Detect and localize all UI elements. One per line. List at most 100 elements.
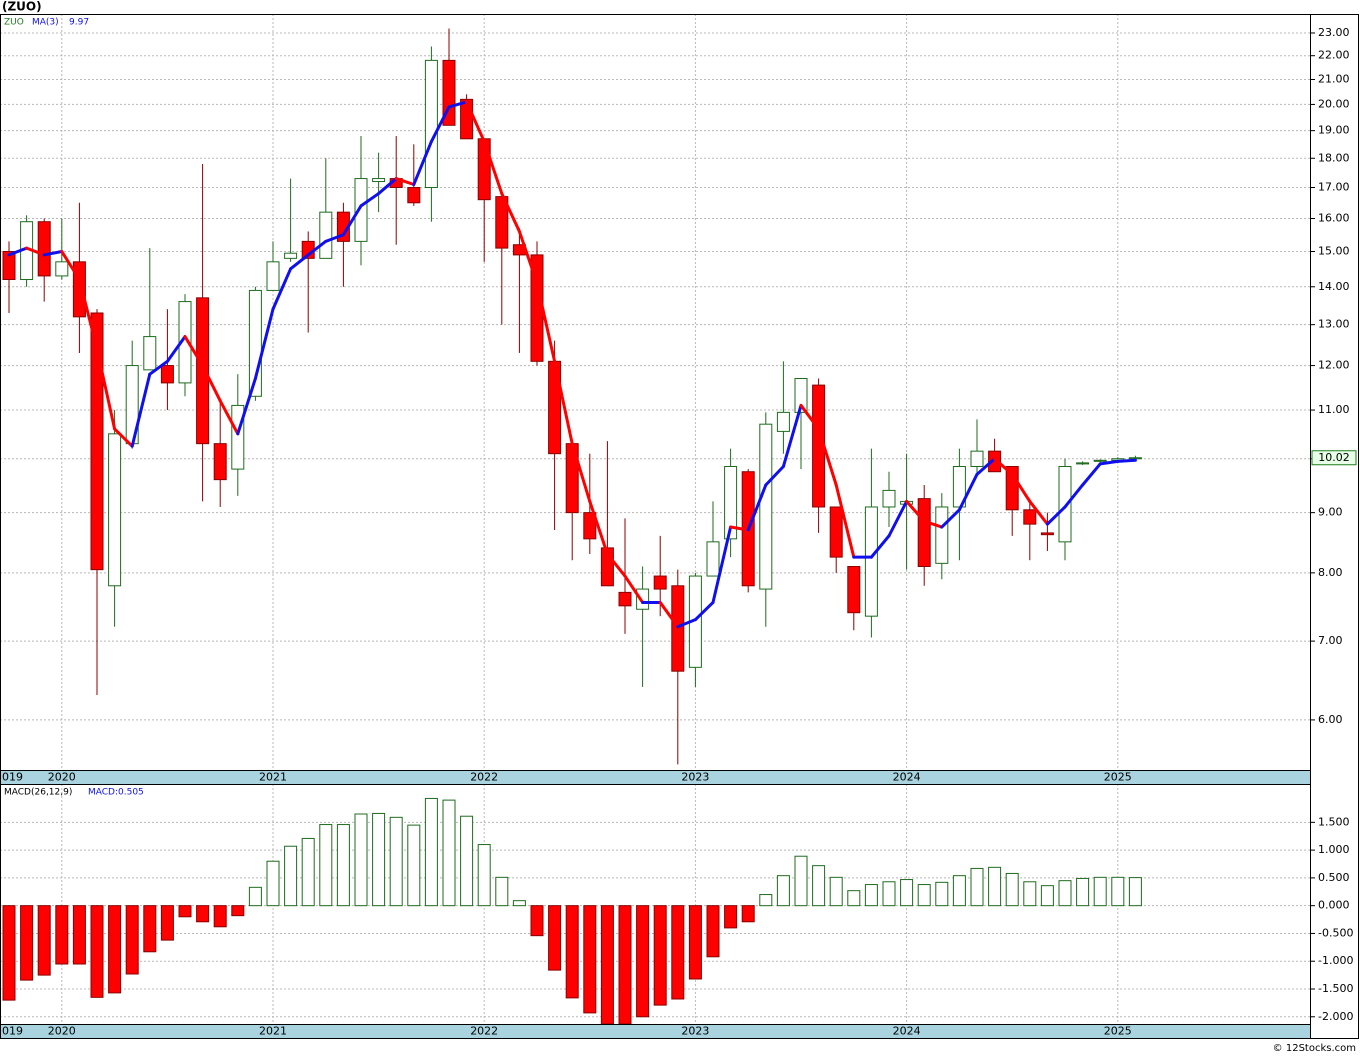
macd-bar — [1128, 877, 1142, 907]
macd-bar — [72, 905, 86, 965]
ma-line — [42, 249, 64, 257]
macd-bar — [776, 875, 790, 907]
ma-line — [465, 100, 486, 144]
ma-line — [165, 335, 187, 363]
legend-ma-value: 9.97 — [69, 18, 89, 28]
ma-line — [482, 140, 504, 196]
macd-bar — [653, 905, 667, 1006]
ma-line — [729, 525, 750, 532]
macd-bar — [882, 881, 896, 907]
x-tick-label: 2021 — [259, 1025, 287, 1038]
macd-bar — [196, 905, 210, 923]
macd-bar — [970, 867, 984, 907]
candle-body — [354, 178, 368, 242]
ma-line — [1045, 505, 1067, 526]
candle-body — [90, 312, 104, 571]
macd-bar — [37, 905, 51, 976]
macd-bar — [125, 905, 139, 975]
ma-line — [905, 499, 926, 523]
y-tick-label: 7.00 — [1318, 634, 1343, 647]
candle-body — [935, 506, 949, 564]
y-tick-label: 9.00 — [1318, 506, 1343, 519]
macd-bar — [424, 797, 438, 907]
ma-line — [95, 347, 117, 431]
macd-bar — [460, 815, 474, 907]
macd-bar — [671, 905, 685, 1000]
ma-line — [817, 427, 838, 487]
candle-body — [829, 506, 843, 558]
ma-line — [394, 177, 416, 187]
ma-line — [500, 192, 521, 233]
ma-line — [693, 600, 715, 622]
macd-bar — [1040, 885, 1054, 907]
ma-line — [588, 499, 609, 556]
candle-body — [1040, 532, 1054, 536]
macd-bar — [583, 905, 597, 1014]
ma-line — [781, 403, 803, 468]
macd-bar — [2, 905, 16, 1001]
ma-line — [570, 442, 592, 503]
macd-bar — [988, 866, 1002, 907]
y-tick-label: 0.000 — [1318, 899, 1350, 912]
x-tick-label: 2022 — [470, 771, 498, 784]
candle-body — [442, 59, 456, 126]
candle-body — [706, 541, 720, 577]
macd-bar — [829, 876, 843, 907]
y-tick-label: 1.000 — [1318, 843, 1350, 856]
candle-body — [1128, 457, 1142, 460]
candle-body — [37, 221, 51, 277]
macd-bar — [565, 905, 579, 999]
x-tick-label: 2022 — [470, 1025, 498, 1038]
ma-line — [130, 372, 152, 448]
macd-bar — [143, 905, 157, 953]
x-tick-label: 2019 — [0, 1025, 23, 1038]
y-tick-label: 22.00 — [1318, 49, 1350, 62]
ma-line — [869, 534, 891, 559]
macd-bar — [248, 886, 262, 907]
macd-bar — [336, 824, 350, 907]
y-tick-label: 20.00 — [1318, 97, 1350, 110]
ma-line — [25, 246, 46, 257]
ma-line — [447, 100, 469, 109]
y-tick-label: 16.00 — [1318, 212, 1350, 225]
y-tick-label: 21.00 — [1318, 72, 1350, 85]
candle-body — [847, 565, 861, 614]
macd-bar — [794, 855, 808, 907]
y-tick-label: 8.00 — [1318, 566, 1343, 579]
ma-line — [429, 105, 451, 144]
macd-bar — [319, 824, 333, 907]
last-price-box — [1311, 450, 1357, 466]
ma-line — [377, 177, 398, 196]
macd-bar — [1076, 877, 1090, 907]
macd-bar — [900, 879, 914, 907]
candle-body — [1058, 465, 1072, 543]
ma-line — [993, 457, 1014, 476]
candle-body — [864, 506, 878, 617]
macd-bar — [706, 905, 720, 958]
candle-body — [724, 465, 738, 540]
macd-bar — [1111, 876, 1125, 907]
macd-readout: MACD:0.505 — [88, 788, 144, 798]
candle-body — [231, 404, 245, 470]
ma-line — [412, 140, 433, 187]
macd-bar — [477, 844, 491, 907]
macd-bar — [864, 884, 878, 907]
macd-bar — [442, 799, 456, 907]
ma-line — [341, 204, 363, 237]
y-tick-label: 11.00 — [1318, 403, 1350, 416]
ma-line — [535, 281, 557, 363]
macd-bar — [512, 900, 526, 907]
ma-line — [1028, 499, 1049, 526]
ma-line — [271, 267, 293, 311]
macd-bar — [231, 905, 245, 917]
candle-body — [583, 512, 597, 540]
ma-line — [1081, 462, 1102, 487]
y-tick-label: 1.500 — [1318, 815, 1350, 828]
candle-body — [882, 489, 896, 508]
footer: © 12Stocks.com — [1273, 1043, 1356, 1054]
candle-body — [776, 411, 790, 432]
ma-line — [218, 399, 240, 436]
y-tick-label: 19.00 — [1318, 124, 1350, 137]
candle-body — [636, 588, 650, 610]
macd-bar — [812, 865, 826, 907]
